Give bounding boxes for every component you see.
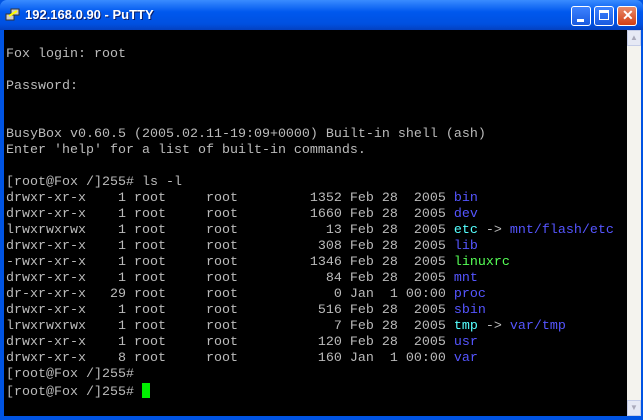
- file-name-symlink: tmp: [453, 319, 478, 334]
- terminal-line: drwxr-xr-x 8 root root 160 Jan 1 00:00 v…: [6, 351, 614, 367]
- file-name-directory: usr: [453, 335, 478, 350]
- terminal-text: Fox login: root: [6, 47, 126, 62]
- title-bar[interactable]: 192.168.0.90 - PuTTY ✕: [0, 0, 643, 30]
- terminal-text: Password:: [6, 79, 78, 94]
- terminal-line: lrwxrwxrwx 1 root root 13 Feb 28 2005 et…: [6, 223, 614, 239]
- terminal-line: drwxr-xr-x 1 root root 120 Feb 28 2005 u…: [6, 335, 614, 351]
- vertical-scrollbar[interactable]: ▲ ▼: [627, 30, 641, 416]
- file-name-directory: var/tmp: [509, 319, 566, 334]
- terminal-line: Enter 'help' for a list of built-in comm…: [6, 143, 614, 159]
- terminal-text: Enter 'help' for a list of built-in comm…: [6, 143, 366, 158]
- file-name-directory: proc: [453, 287, 486, 302]
- close-button[interactable]: ✕: [617, 6, 637, 26]
- file-name-directory: bin: [453, 191, 478, 206]
- terminal-line: drwxr-xr-x 1 root root 516 Feb 28 2005 s…: [6, 303, 614, 319]
- file-name-symlink: etc: [453, 223, 478, 238]
- scroll-down-button[interactable]: ▼: [627, 400, 641, 416]
- terminal-line: [root@Fox /]255#: [6, 383, 614, 400]
- terminal-line: drwxr-xr-x 1 root root 308 Feb 28 2005 l…: [6, 239, 614, 255]
- terminal-cursor: [141, 383, 150, 398]
- terminal-line: [6, 31, 614, 47]
- file-name-directory: sbin: [453, 303, 486, 318]
- minimize-button[interactable]: [571, 6, 591, 26]
- window-title: 192.168.0.90 - PuTTY: [25, 7, 154, 22]
- terminal-text: ->: [477, 223, 510, 238]
- scroll-up-button[interactable]: ▲: [627, 30, 641, 46]
- terminal-text: lrwxrwxrwx 1 root root 13 Feb 28 2005: [6, 223, 454, 238]
- file-name-directory: dev: [453, 207, 478, 222]
- terminal-line: [6, 111, 614, 127]
- terminal-text: -rwxr-xr-x 1 root root 1346 Feb 28 2005: [6, 255, 454, 270]
- terminal-line: BusyBox v0.60.5 (2005.02.11-19:09+0000) …: [6, 127, 614, 143]
- putty-icon: [5, 8, 20, 21]
- file-name-executable: linuxrc: [453, 255, 510, 270]
- terminal-text: drwxr-xr-x 1 root root 1352 Feb 28 2005: [6, 191, 454, 206]
- terminal-line: -rwxr-xr-x 1 root root 1346 Feb 28 2005 …: [6, 255, 614, 271]
- terminal-line: [root@Fox /]255#: [6, 367, 614, 383]
- terminal-text: [root@Fox /]255#: [6, 385, 142, 400]
- terminal-output: Fox login: root Password: BusyBox v0.60.5 …: [6, 31, 614, 400]
- terminal-line: Password:: [6, 79, 614, 95]
- terminal-text: lrwxrwxrwx 1 root root 7 Feb 28 2005: [6, 319, 454, 334]
- terminal-line: [6, 95, 614, 111]
- terminal-text: dr-xr-xr-x 29 root root 0 Jan 1 00:00: [6, 287, 454, 302]
- terminal-text: drwxr-xr-x 1 root root 1660 Feb 28 2005: [6, 207, 454, 222]
- file-name-directory: mnt: [453, 271, 478, 286]
- terminal-line: [6, 63, 614, 79]
- file-name-directory: mnt/flash/etc: [509, 223, 614, 238]
- terminal-text: ->: [477, 319, 510, 334]
- file-name-directory: var: [453, 351, 478, 366]
- terminal-text: [root@Fox /]255#: [6, 367, 134, 382]
- terminal-line: drwxr-xr-x 1 root root 1660 Feb 28 2005 …: [6, 207, 614, 223]
- terminal-text: BusyBox v0.60.5 (2005.02.11-19:09+0000) …: [6, 127, 486, 142]
- terminal-screen[interactable]: Fox login: root Password: BusyBox v0.60.5 …: [4, 30, 627, 416]
- terminal-line: Fox login: root: [6, 47, 614, 63]
- maximize-button[interactable]: [594, 6, 614, 26]
- terminal-line: lrwxrwxrwx 1 root root 7 Feb 28 2005 tmp…: [6, 319, 614, 335]
- terminal-text: drwxr-xr-x 8 root root 160 Jan 1 00:00: [6, 351, 454, 366]
- terminal-text: drwxr-xr-x 1 root root 516 Feb 28 2005: [6, 303, 454, 318]
- file-name-directory: lib: [453, 239, 478, 254]
- terminal-line: [6, 159, 614, 175]
- terminal-line: dr-xr-xr-x 29 root root 0 Jan 1 00:00 pr…: [6, 287, 614, 303]
- terminal-line: drwxr-xr-x 1 root root 84 Feb 28 2005 mn…: [6, 271, 614, 287]
- terminal-text: drwxr-xr-x 1 root root 84 Feb 28 2005: [6, 271, 454, 286]
- terminal-text: [root@Fox /]255# ls -l: [6, 175, 182, 190]
- terminal-text: drwxr-xr-x 1 root root 120 Feb 28 2005: [6, 335, 454, 350]
- terminal-text: drwxr-xr-x 1 root root 308 Feb 28 2005: [6, 239, 454, 254]
- terminal-line: [root@Fox /]255# ls -l: [6, 175, 614, 191]
- terminal-line: drwxr-xr-x 1 root root 1352 Feb 28 2005 …: [6, 191, 614, 207]
